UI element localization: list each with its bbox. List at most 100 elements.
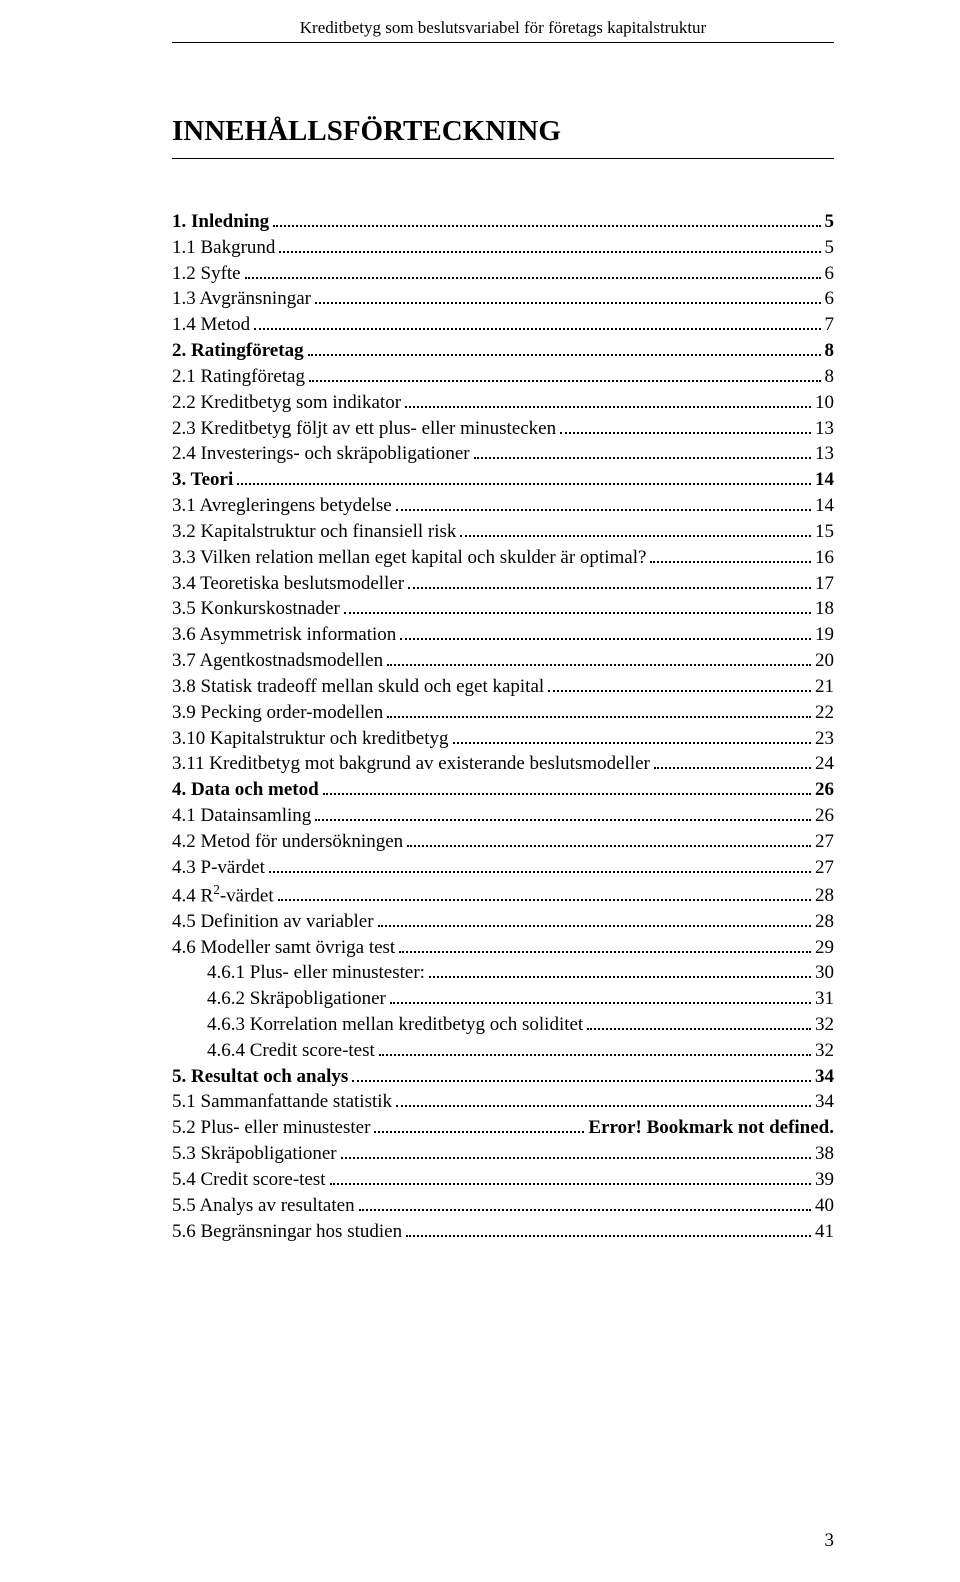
toc-leader-dots [650, 561, 811, 563]
toc-page-number: 8 [825, 338, 835, 364]
toc-leader-dots [378, 925, 811, 927]
toc-label: 3.1 Avregleringens betydelse [172, 493, 392, 519]
toc-leader-dots [387, 716, 811, 718]
toc-label: 4.6.4 Credit score-test [207, 1038, 375, 1064]
toc-page-number: 7 [825, 312, 835, 338]
toc-label: 5.5 Analys av resultaten [172, 1193, 355, 1219]
toc-leader-dots [560, 432, 811, 434]
toc-entry: 1. Inledning 5 [172, 209, 834, 235]
toc-entry: 3.10 Kapitalstruktur och kreditbetyg 23 [172, 726, 834, 752]
toc-label: 4.6.3 Korrelation mellan kreditbetyg och… [207, 1012, 583, 1038]
toc-entry: 1.4 Metod 7 [172, 312, 834, 338]
toc-leader-dots [405, 406, 811, 408]
toc-entry: 3.9 Pecking order-modellen 22 [172, 700, 834, 726]
toc-entry: 4.6.1 Plus- eller minustester: 30 [172, 960, 834, 986]
toc-leader-dots [344, 612, 811, 614]
toc-leader-dots [390, 1002, 811, 1004]
toc-leader-dots [379, 1054, 811, 1056]
toc-page-number: 15 [815, 519, 834, 545]
toc-label: 4.6.1 Plus- eller minustester: [207, 960, 425, 986]
toc-container: 1. Inledning 51.1 Bakgrund 51.2 Syfte 61… [172, 209, 834, 1244]
toc-label: 1.4 Metod [172, 312, 250, 338]
toc-label: 3.5 Konkurskostnader [172, 596, 340, 622]
toc-page-number: 26 [815, 777, 834, 803]
toc-entry: 2.3 Kreditbetyg följt av ett plus- eller… [172, 416, 834, 442]
toc-label: 3. Teori [172, 467, 233, 493]
toc-page-number: 40 [815, 1193, 834, 1219]
toc-leader-dots [309, 380, 821, 382]
toc-label: 5.6 Begränsningar hos studien [172, 1219, 402, 1245]
toc-entry: 3.4 Teoretiska beslutsmodeller 17 [172, 571, 834, 597]
toc-entry: 4.4 R2-värdet 28 [172, 881, 834, 909]
toc-label: 3.7 Agentkostnadsmodellen [172, 648, 383, 674]
toc-page-number: 6 [825, 261, 835, 287]
toc-label: 5.2 Plus- eller minustester [172, 1115, 370, 1141]
toc-page-number: 10 [815, 390, 834, 416]
page-header: Kreditbetyg som beslutsvariabel för före… [172, 18, 834, 43]
toc-leader-dots [453, 742, 812, 744]
toc-label: 2.4 Investerings- och skräpobligationer [172, 441, 470, 467]
toc-leader-dots [460, 535, 811, 537]
toc-label: 3.11 Kreditbetyg mot bakgrund av exister… [172, 751, 650, 777]
toc-label: 3.4 Teoretiska beslutsmodeller [172, 571, 404, 597]
toc-label: 3.6 Asymmetrisk information [172, 622, 396, 648]
toc-leader-dots [407, 845, 811, 847]
toc-page-number: 19 [815, 622, 834, 648]
toc-entry: 3.2 Kapitalstruktur och finansiell risk … [172, 519, 834, 545]
toc-entry: 2.2 Kreditbetyg som indikator 10 [172, 390, 834, 416]
toc-leader-dots [323, 793, 811, 795]
toc-leader-dots [278, 899, 811, 901]
toc-page-number: 6 [825, 286, 835, 312]
toc-entry: 5.3 Skräpobligationer 38 [172, 1141, 834, 1167]
toc-page-number: 14 [815, 493, 834, 519]
toc-label: 2.2 Kreditbetyg som indikator [172, 390, 401, 416]
toc-page-number: 31 [815, 986, 834, 1012]
toc-entry: 3.8 Statisk tradeoff mellan skuld och eg… [172, 674, 834, 700]
toc-leader-dots [396, 509, 811, 511]
toc-leader-dots [399, 951, 811, 953]
toc-label: 4.4 R2-värdet [172, 881, 274, 909]
toc-leader-dots [387, 664, 811, 666]
toc-leader-dots [429, 976, 811, 978]
toc-page-number: 18 [815, 596, 834, 622]
toc-label: 2.1 Ratingföretag [172, 364, 305, 390]
toc-page-number: 22 [815, 700, 834, 726]
toc-label: 1.3 Avgränsningar [172, 286, 311, 312]
toc-entry: 4.5 Definition av variabler 28 [172, 909, 834, 935]
toc-label: 3.9 Pecking order-modellen [172, 700, 383, 726]
toc-page-number: 17 [815, 571, 834, 597]
toc-entry: 4.6.4 Credit score-test 32 [172, 1038, 834, 1064]
toc-label: 4.6.2 Skräpobligationer [207, 986, 386, 1012]
toc-page-number: 20 [815, 648, 834, 674]
toc-page-number: 34 [815, 1089, 834, 1115]
toc-entry: 3.11 Kreditbetyg mot bakgrund av exister… [172, 751, 834, 777]
toc-page-number: 5 [825, 209, 835, 235]
toc-entry: 5.1 Sammanfattande statistik 34 [172, 1089, 834, 1115]
toc-label: 2. Ratingföretag [172, 338, 304, 364]
toc-label: 3.10 Kapitalstruktur och kreditbetyg [172, 726, 449, 752]
toc-page-number: 13 [815, 416, 834, 442]
toc-page-number: 24 [815, 751, 834, 777]
toc-label: 4.5 Definition av variabler [172, 909, 374, 935]
toc-page-number: 27 [815, 855, 834, 881]
toc-leader-dots [374, 1131, 584, 1133]
toc-label: 5. Resultat och analys [172, 1064, 348, 1090]
toc-page-number: 30 [815, 960, 834, 986]
toc-entry: 3.5 Konkurskostnader 18 [172, 596, 834, 622]
toc-label: 3.8 Statisk tradeoff mellan skuld och eg… [172, 674, 544, 700]
toc-page-number: 32 [815, 1038, 834, 1064]
toc-label: 3.3 Vilken relation mellan eget kapital … [172, 545, 646, 571]
toc-entry: 4. Data och metod 26 [172, 777, 834, 803]
toc-entry: 5.6 Begränsningar hos studien 41 [172, 1219, 834, 1245]
toc-entry: 2.4 Investerings- och skräpobligationer … [172, 441, 834, 467]
toc-label: 3.2 Kapitalstruktur och finansiell risk [172, 519, 456, 545]
toc-leader-dots [654, 767, 811, 769]
toc-entry: 4.6.3 Korrelation mellan kreditbetyg och… [172, 1012, 834, 1038]
toc-page-number: 34 [815, 1064, 834, 1090]
toc-page-number: 14 [815, 467, 834, 493]
toc-entry: 4.2 Metod för undersökningen 27 [172, 829, 834, 855]
toc-entry: 4.6 Modeller samt övriga test 29 [172, 935, 834, 961]
toc-page-number: 13 [815, 441, 834, 467]
toc-entry: 2.1 Ratingföretag 8 [172, 364, 834, 390]
toc-leader-dots [330, 1183, 811, 1185]
